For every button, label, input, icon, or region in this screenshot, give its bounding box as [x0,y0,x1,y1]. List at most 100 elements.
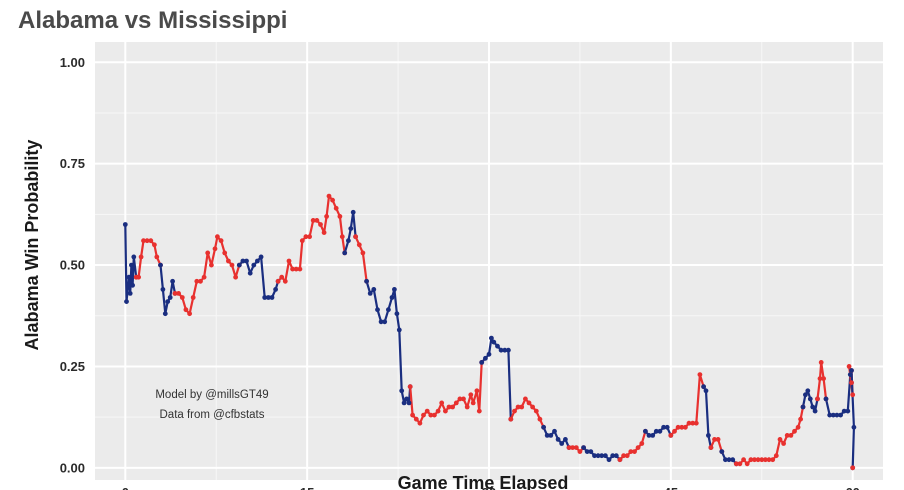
data-point [706,433,711,438]
data-point [461,396,466,402]
chart-title: Alabama vs Mississippi [18,7,287,34]
data-point [353,234,358,240]
data-point [788,433,794,438]
data-point [491,339,497,345]
data-point [240,258,246,264]
data-point [194,278,200,284]
data-point [486,351,492,357]
data-point [845,408,851,414]
data-point [205,250,211,256]
data-point [489,335,494,341]
data-point [170,278,176,284]
data-point [849,368,854,373]
data-point [588,449,594,454]
data-point [371,287,377,292]
data-point [741,457,746,463]
data-point [834,412,840,418]
x-tick-labels: 0 15 30 45 60 [122,485,860,490]
data-point [342,250,348,256]
series-line [669,373,705,437]
data-point [152,242,157,248]
data-point [723,457,728,463]
data-point [817,376,823,381]
data-point [703,388,709,394]
data-point [548,433,554,438]
data-point [573,445,579,450]
data-point [795,424,801,430]
y-tick-label: 1.00 [60,55,85,70]
data-point [468,392,474,398]
data-point [635,445,641,450]
data-point [348,226,354,232]
data-point [212,246,218,252]
data-point [215,234,220,240]
data-point [269,295,275,300]
data-point [209,262,214,268]
data-point [533,408,539,414]
data-point [407,384,413,390]
data-point [453,400,459,406]
data-point [781,441,786,446]
data-point [712,437,717,442]
data-point [375,307,380,313]
data-point [800,404,806,410]
data-point [464,404,470,410]
data-point [226,258,231,264]
data-point [784,433,790,438]
data-point [715,437,721,442]
data-point [190,295,196,300]
data-point [798,416,803,422]
data-point [830,412,836,418]
data-point [389,295,395,300]
data-point [266,295,271,300]
data-point [299,238,305,244]
data-point [129,262,134,268]
data-point [755,457,761,463]
data-point [124,299,129,304]
data-point [424,408,430,414]
y-tick-label: 0.25 [60,359,85,374]
data-point [777,437,783,442]
data-point [435,408,441,414]
data-point [428,412,434,418]
y-tick-label: 0.00 [60,460,85,475]
data-point [138,254,144,260]
data-point [766,457,772,463]
data-point [613,453,619,459]
data-point [176,291,182,296]
data-point [523,396,528,402]
data-point [726,457,732,463]
data-point [512,408,517,414]
data-point [144,238,150,244]
data-point [392,287,397,292]
data-point [279,274,285,280]
data-point [450,404,455,410]
data-point [821,376,826,381]
data-point [643,428,648,434]
data-point [446,404,452,410]
data-point [661,424,666,430]
data-point [683,424,688,430]
data-point [222,250,228,256]
data-point [396,327,402,333]
data-point [470,400,476,406]
data-point [148,238,154,244]
data-point [570,445,575,450]
data-point [165,299,171,304]
data-point [686,420,692,426]
data-point [293,266,299,272]
data-point [537,416,543,422]
data-point [650,433,656,438]
data-point [850,392,856,398]
data-point [693,420,699,426]
data-point [555,437,561,442]
annotation-model: Model by @millsGT49 [155,389,268,401]
data-point [773,453,779,459]
data-point [303,234,309,240]
data-point [154,254,160,260]
series-line [354,235,368,283]
data-point [628,449,634,454]
data-point [127,291,133,296]
x-tick-label: 30 [482,485,496,490]
